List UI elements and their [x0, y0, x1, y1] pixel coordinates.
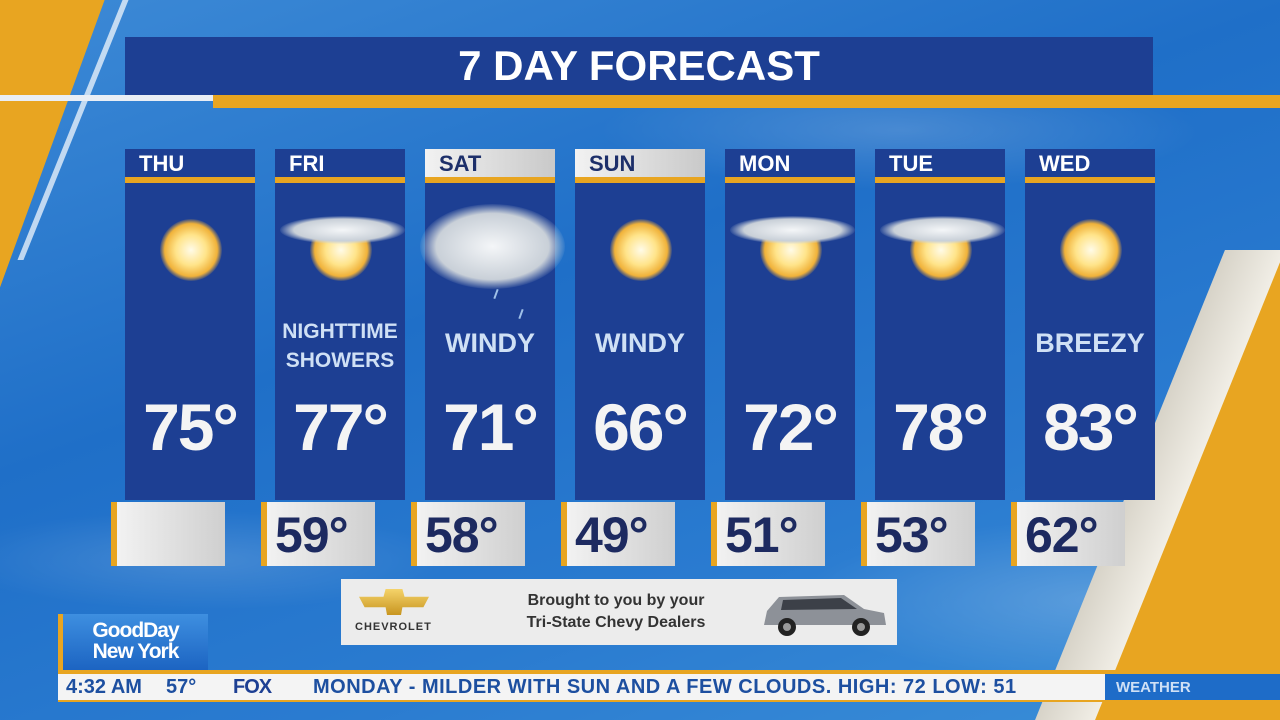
divider [725, 177, 855, 183]
divider [275, 177, 405, 183]
day-label: SAT [425, 149, 555, 177]
cloud-rain-icon [420, 204, 565, 320]
ticker-section: WEATHER [1105, 674, 1280, 700]
sponsor-ad: CHEVROLET Brought to you by your Tri-Sta… [341, 579, 897, 645]
cloud-shape [730, 216, 855, 244]
low-temp: 59° [261, 502, 375, 566]
divider [1025, 177, 1155, 183]
day-label: WED [1039, 151, 1091, 176]
day-panel-mon: MON 72° [725, 149, 855, 500]
day-panel-sat: SAT WINDY 71° [420, 149, 565, 500]
sun-cloud-icon [880, 204, 1005, 304]
sun-glow [610, 219, 672, 281]
day-label: TUE [889, 151, 933, 176]
ticker-section-label: WEATHER [1116, 679, 1191, 696]
high-temp: 83° [1043, 390, 1139, 464]
condition-text: WINDY [595, 328, 685, 358]
chevrolet-logo-icon [359, 589, 429, 615]
day-panel-tue: TUE 78° [875, 149, 1005, 500]
day-label: THU [139, 151, 185, 176]
day-panel-sun: SUN WINDY 66° [575, 149, 705, 500]
ticker-temp: 57° [166, 676, 197, 698]
high-temp: 75° [143, 390, 239, 464]
high-temp: 78° [893, 390, 989, 464]
low-temp: 49° [561, 502, 675, 566]
divider [875, 177, 1005, 183]
show-logo-line2: New York [92, 640, 180, 663]
divider [575, 177, 705, 183]
high-temp: 77° [293, 390, 389, 464]
low-temp: 62° [1011, 502, 1125, 566]
cloud-shape [880, 216, 1005, 244]
divider [425, 177, 555, 183]
page-title: 7 DAY FORECAST [125, 37, 1153, 95]
sun-icon [140, 204, 240, 304]
condition-text: BREEZY [1035, 328, 1145, 358]
show-logo-line1: GoodDay [92, 619, 179, 642]
low-temp: 51° [711, 502, 825, 566]
sponsor-line1: Brought to you by your [527, 592, 705, 609]
high-temp: 71° [443, 390, 539, 464]
condition-text: WINDY [445, 328, 535, 358]
high-temp: 72° [743, 390, 839, 464]
sun-cloud-icon [730, 204, 855, 304]
sun-cloud-icon [280, 204, 405, 304]
sun-glow [1060, 219, 1122, 281]
fox-logo: FOX [233, 676, 272, 698]
divider [125, 177, 255, 183]
day-label: SUN [575, 149, 705, 177]
suv-car-icon [764, 595, 886, 636]
sponsor-text: Brought to you by your Tri-State Chevy D… [461, 590, 771, 634]
day-label: FRI [289, 151, 325, 176]
divider [213, 95, 1280, 108]
sun-glow [160, 219, 222, 281]
low-temp: 53° [861, 502, 975, 566]
day-label: MON [739, 151, 791, 176]
news-ticker: 4:32 AM 57° FOX MONDAY - MILDER WITH SUN… [58, 670, 1280, 702]
sponsor-brand: CHEVROLET [355, 621, 432, 633]
sun-icon [1040, 204, 1140, 304]
day-panel-wed: WED BREEZY 83° [1025, 149, 1155, 500]
divider [0, 95, 213, 101]
high-temp: 66° [593, 390, 689, 464]
sponsor-line2: Tri-State Chevy Dealers [526, 614, 706, 631]
cloud-shape [280, 216, 405, 244]
day-panel-fri: FRI NIGHTTIME SHOWERS 77° [275, 149, 405, 500]
ticker-time: 4:32 AM [66, 676, 142, 698]
show-logo: GoodDay New York [58, 614, 208, 670]
day-panel-thu: THU 75° [125, 149, 255, 500]
ticker-message: MONDAY - MILDER WITH SUN AND A FEW CLOUD… [313, 676, 1017, 698]
low-temp [111, 502, 225, 566]
condition-text: NIGHTTIME SHOWERS [282, 320, 398, 372]
sun-icon [590, 204, 690, 304]
cloud-shape [420, 204, 565, 289]
low-temp: 58° [411, 502, 525, 566]
